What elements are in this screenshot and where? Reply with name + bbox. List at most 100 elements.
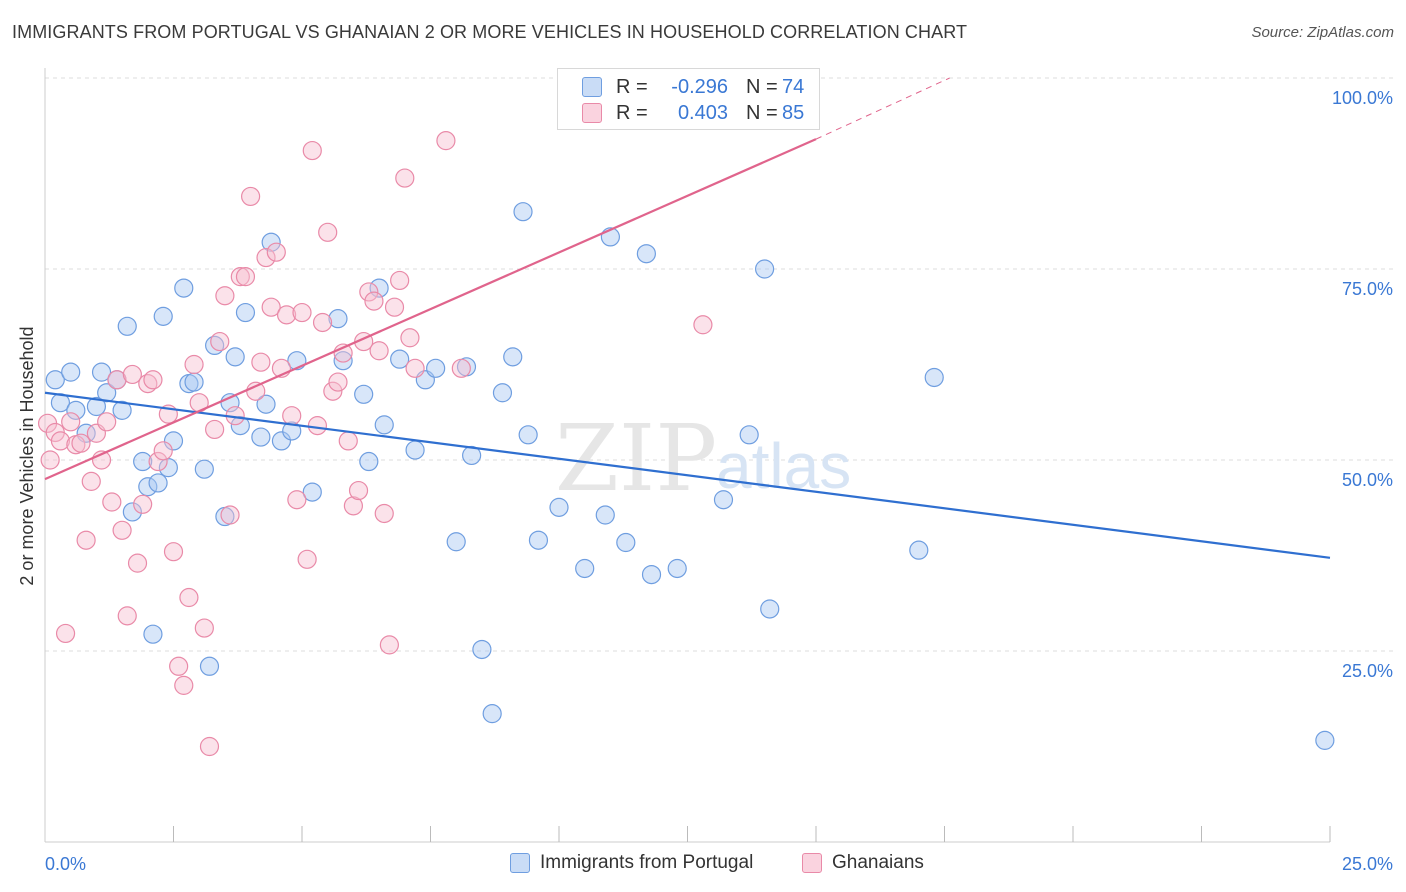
point-ghanaians bbox=[117, 606, 137, 626]
point-ghanaians bbox=[143, 370, 163, 390]
point-portugal bbox=[225, 347, 245, 367]
point-portugal bbox=[616, 532, 636, 553]
point-portugal bbox=[163, 431, 184, 451]
legend-item-portugal[interactable]: Immigrants from Portugal bbox=[510, 852, 753, 874]
stats-n-value: 74 bbox=[782, 75, 805, 98]
point-portugal bbox=[45, 370, 65, 390]
point-ghanaians bbox=[312, 312, 333, 333]
point-portugal bbox=[518, 425, 538, 445]
point-portugal bbox=[194, 459, 214, 479]
point-ghanaians bbox=[246, 381, 266, 401]
point-ghanaians bbox=[276, 305, 297, 325]
point-ghanaians bbox=[210, 331, 230, 352]
point-portugal bbox=[61, 362, 81, 382]
point-ghanaians bbox=[282, 406, 302, 426]
y-tick-label: 100.0% bbox=[1332, 88, 1393, 108]
watermark: ZIP atlas bbox=[555, 405, 851, 512]
point-ghanaians bbox=[97, 412, 117, 432]
point-ghanaians bbox=[436, 131, 456, 151]
point-ghanaians bbox=[318, 222, 338, 242]
point-portugal bbox=[143, 624, 163, 644]
point-ghanaians bbox=[184, 354, 204, 375]
legend-swatch-ghanaians bbox=[802, 853, 822, 873]
point-ghanaians bbox=[451, 358, 471, 378]
y-tick-label: 75.0% bbox=[1342, 279, 1393, 299]
point-ghanaians bbox=[81, 471, 101, 491]
point-ghanaians bbox=[292, 302, 312, 323]
point-portugal bbox=[909, 540, 929, 560]
point-portugal bbox=[426, 358, 446, 378]
trend-lines bbox=[44, 77, 1331, 559]
axes bbox=[44, 68, 1331, 843]
point-portugal bbox=[86, 396, 107, 417]
point-ghanaians bbox=[169, 656, 189, 676]
point-portugal bbox=[235, 302, 256, 323]
point-ghanaians bbox=[122, 364, 142, 385]
point-portugal bbox=[359, 451, 379, 472]
point-ghanaians bbox=[148, 451, 168, 472]
y-tick-label: 50.0% bbox=[1342, 470, 1393, 490]
point-ghanaians bbox=[76, 530, 96, 550]
point-ghanaians bbox=[343, 496, 363, 516]
legend-swatch-portugal bbox=[510, 853, 530, 873]
stats-r-label: R = bbox=[616, 75, 648, 98]
watermark-atlas: atlas bbox=[716, 430, 851, 502]
point-ghanaians bbox=[235, 267, 256, 287]
point-ghanaians bbox=[261, 297, 281, 317]
point-portugal bbox=[138, 477, 158, 497]
stats-n-label: N = bbox=[746, 75, 778, 98]
stats-row-portugal: R = -0.296 N = 74 bbox=[582, 74, 804, 100]
point-portugal bbox=[1315, 730, 1335, 750]
point-portugal bbox=[261, 232, 281, 252]
point-ghanaians bbox=[215, 286, 235, 306]
point-ghanaians bbox=[102, 492, 122, 512]
point-ghanaians bbox=[163, 542, 184, 562]
point-ghanaians bbox=[194, 618, 214, 638]
legend-item-ghanaians[interactable]: Ghanaians bbox=[802, 852, 924, 874]
point-ghanaians bbox=[390, 270, 410, 291]
point-ghanaians bbox=[405, 358, 425, 378]
stats-legend: R = -0.296 N = 74 R = 0.403 N = 85 bbox=[557, 68, 820, 130]
point-ghanaians bbox=[55, 623, 76, 644]
point-portugal bbox=[754, 259, 775, 279]
point-ghanaians bbox=[384, 297, 405, 317]
point-portugal bbox=[174, 278, 194, 298]
point-portugal bbox=[230, 416, 250, 436]
point-ghanaians bbox=[379, 635, 399, 655]
point-portugal bbox=[256, 394, 276, 414]
point-ghanaians bbox=[395, 168, 415, 188]
point-portugal bbox=[924, 367, 944, 388]
trendline-ghanaians-extension bbox=[815, 77, 950, 140]
point-portugal bbox=[374, 415, 394, 435]
point-ghanaians bbox=[179, 587, 199, 608]
point-portugal bbox=[282, 421, 302, 441]
point-ghanaians bbox=[364, 291, 384, 311]
point-portugal bbox=[66, 400, 86, 420]
legend-label-ghanaians: Ghanaians bbox=[832, 852, 924, 873]
point-ghanaians bbox=[71, 433, 91, 453]
point-ghanaians bbox=[220, 505, 240, 525]
point-ghanaians bbox=[369, 341, 389, 361]
stats-swatch-portugal bbox=[582, 77, 602, 97]
point-portugal bbox=[328, 309, 348, 329]
point-ghanaians bbox=[297, 549, 317, 569]
tick-labels: 25.0% 50.0% 75.0% 100.0% 0.0% 25.0% bbox=[45, 88, 1393, 874]
stats-r-label: R = bbox=[616, 101, 648, 124]
point-ghanaians bbox=[230, 267, 250, 287]
point-portugal bbox=[333, 351, 353, 371]
point-portugal bbox=[251, 427, 271, 447]
point-portugal bbox=[271, 431, 292, 451]
y-tick-label: 25.0% bbox=[1342, 661, 1393, 681]
chart-legend: Immigrants from Portugal Ghanaians bbox=[0, 852, 1406, 878]
point-ghanaians bbox=[133, 494, 153, 514]
point-portugal bbox=[503, 347, 523, 367]
point-portugal bbox=[446, 532, 466, 552]
point-portugal bbox=[184, 372, 204, 392]
point-ghanaians bbox=[400, 328, 420, 348]
chart-title: IMMIGRANTS FROM PORTUGAL VS GHANAIAN 2 O… bbox=[12, 22, 968, 42]
point-portugal bbox=[472, 639, 492, 660]
point-ghanaians bbox=[241, 186, 261, 207]
point-portugal bbox=[513, 202, 533, 222]
stats-n-value: 85 bbox=[782, 101, 805, 124]
point-portugal bbox=[112, 400, 132, 420]
